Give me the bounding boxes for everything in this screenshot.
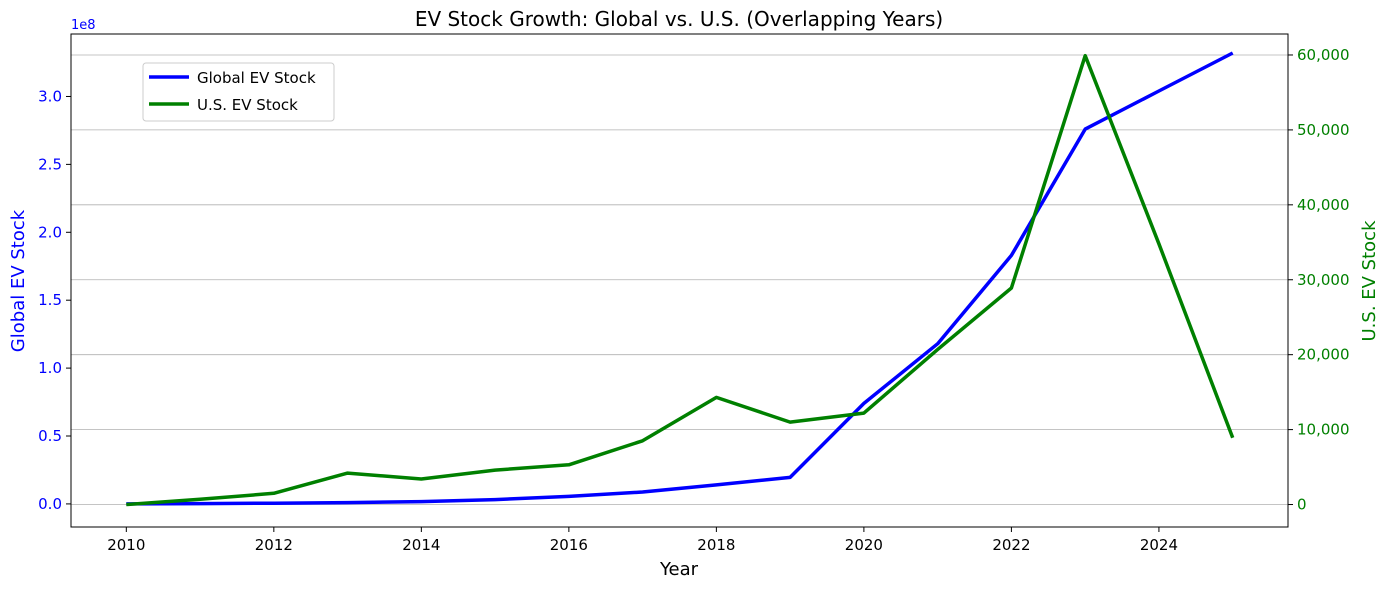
left-tick-label: 1.5	[38, 291, 62, 309]
right-tick-label: 40,000	[1297, 196, 1350, 214]
x-tick-label: 2010	[107, 536, 145, 554]
right-tick-label: 10,000	[1297, 421, 1350, 439]
series-lines	[126, 51, 1235, 507]
legend-box	[142, 62, 335, 122]
us-ev-stock-line	[126, 53, 1235, 507]
left-axis-ticks: 0.0 0.5 1.0 1.5 2.0 2.5 3.0	[38, 87, 71, 513]
x-tick-label: 2024	[1140, 536, 1178, 554]
left-axis-label: Global EV Stock	[8, 209, 29, 352]
x-tick-label: 2012	[255, 536, 293, 554]
chart-title: EV Stock Growth: Global vs. U.S. (Overla…	[415, 7, 943, 31]
x-tick-label: 2020	[845, 536, 883, 554]
legend: Global EV Stock U.S. EV Stock	[142, 62, 335, 122]
right-tick-label: 50,000	[1297, 121, 1350, 139]
left-tick-label: 2.5	[38, 155, 62, 173]
left-axis-multiplier: 1e8	[71, 18, 96, 33]
legend-label-us: U.S. EV Stock	[197, 96, 298, 114]
legend-label-global: Global EV Stock	[197, 69, 316, 87]
left-tick-label: 3.0	[38, 87, 62, 105]
x-tick-label: 2014	[402, 536, 440, 554]
right-tick-label: 60,000	[1297, 46, 1350, 64]
x-tick-label: 2022	[992, 536, 1030, 554]
grid-lines	[71, 54, 1288, 505]
right-tick-label: 0	[1297, 496, 1307, 514]
right-tick-label: 30,000	[1297, 271, 1350, 289]
x-tick-label: 2016	[550, 536, 588, 554]
left-tick-label: 0.5	[38, 427, 62, 445]
right-axis-label: U.S. EV Stock	[1359, 220, 1380, 342]
left-tick-label: 2.0	[38, 223, 62, 241]
right-tick-label: 20,000	[1297, 346, 1350, 364]
global-ev-stock-line	[126, 51, 1234, 506]
x-axis-ticks: 2010 2012 2014 2016 2018 2020 2022 2024	[107, 527, 1178, 554]
plot-frame	[70, 33, 1289, 528]
left-tick-label: 0.0	[38, 495, 62, 513]
right-axis-ticks: 0 10,000 20,000 30,000 40,000 50,000 60,000	[1288, 46, 1350, 514]
x-tick-label: 2018	[697, 536, 735, 554]
x-axis-label: Year	[659, 559, 699, 580]
left-tick-label: 1.0	[38, 359, 62, 377]
